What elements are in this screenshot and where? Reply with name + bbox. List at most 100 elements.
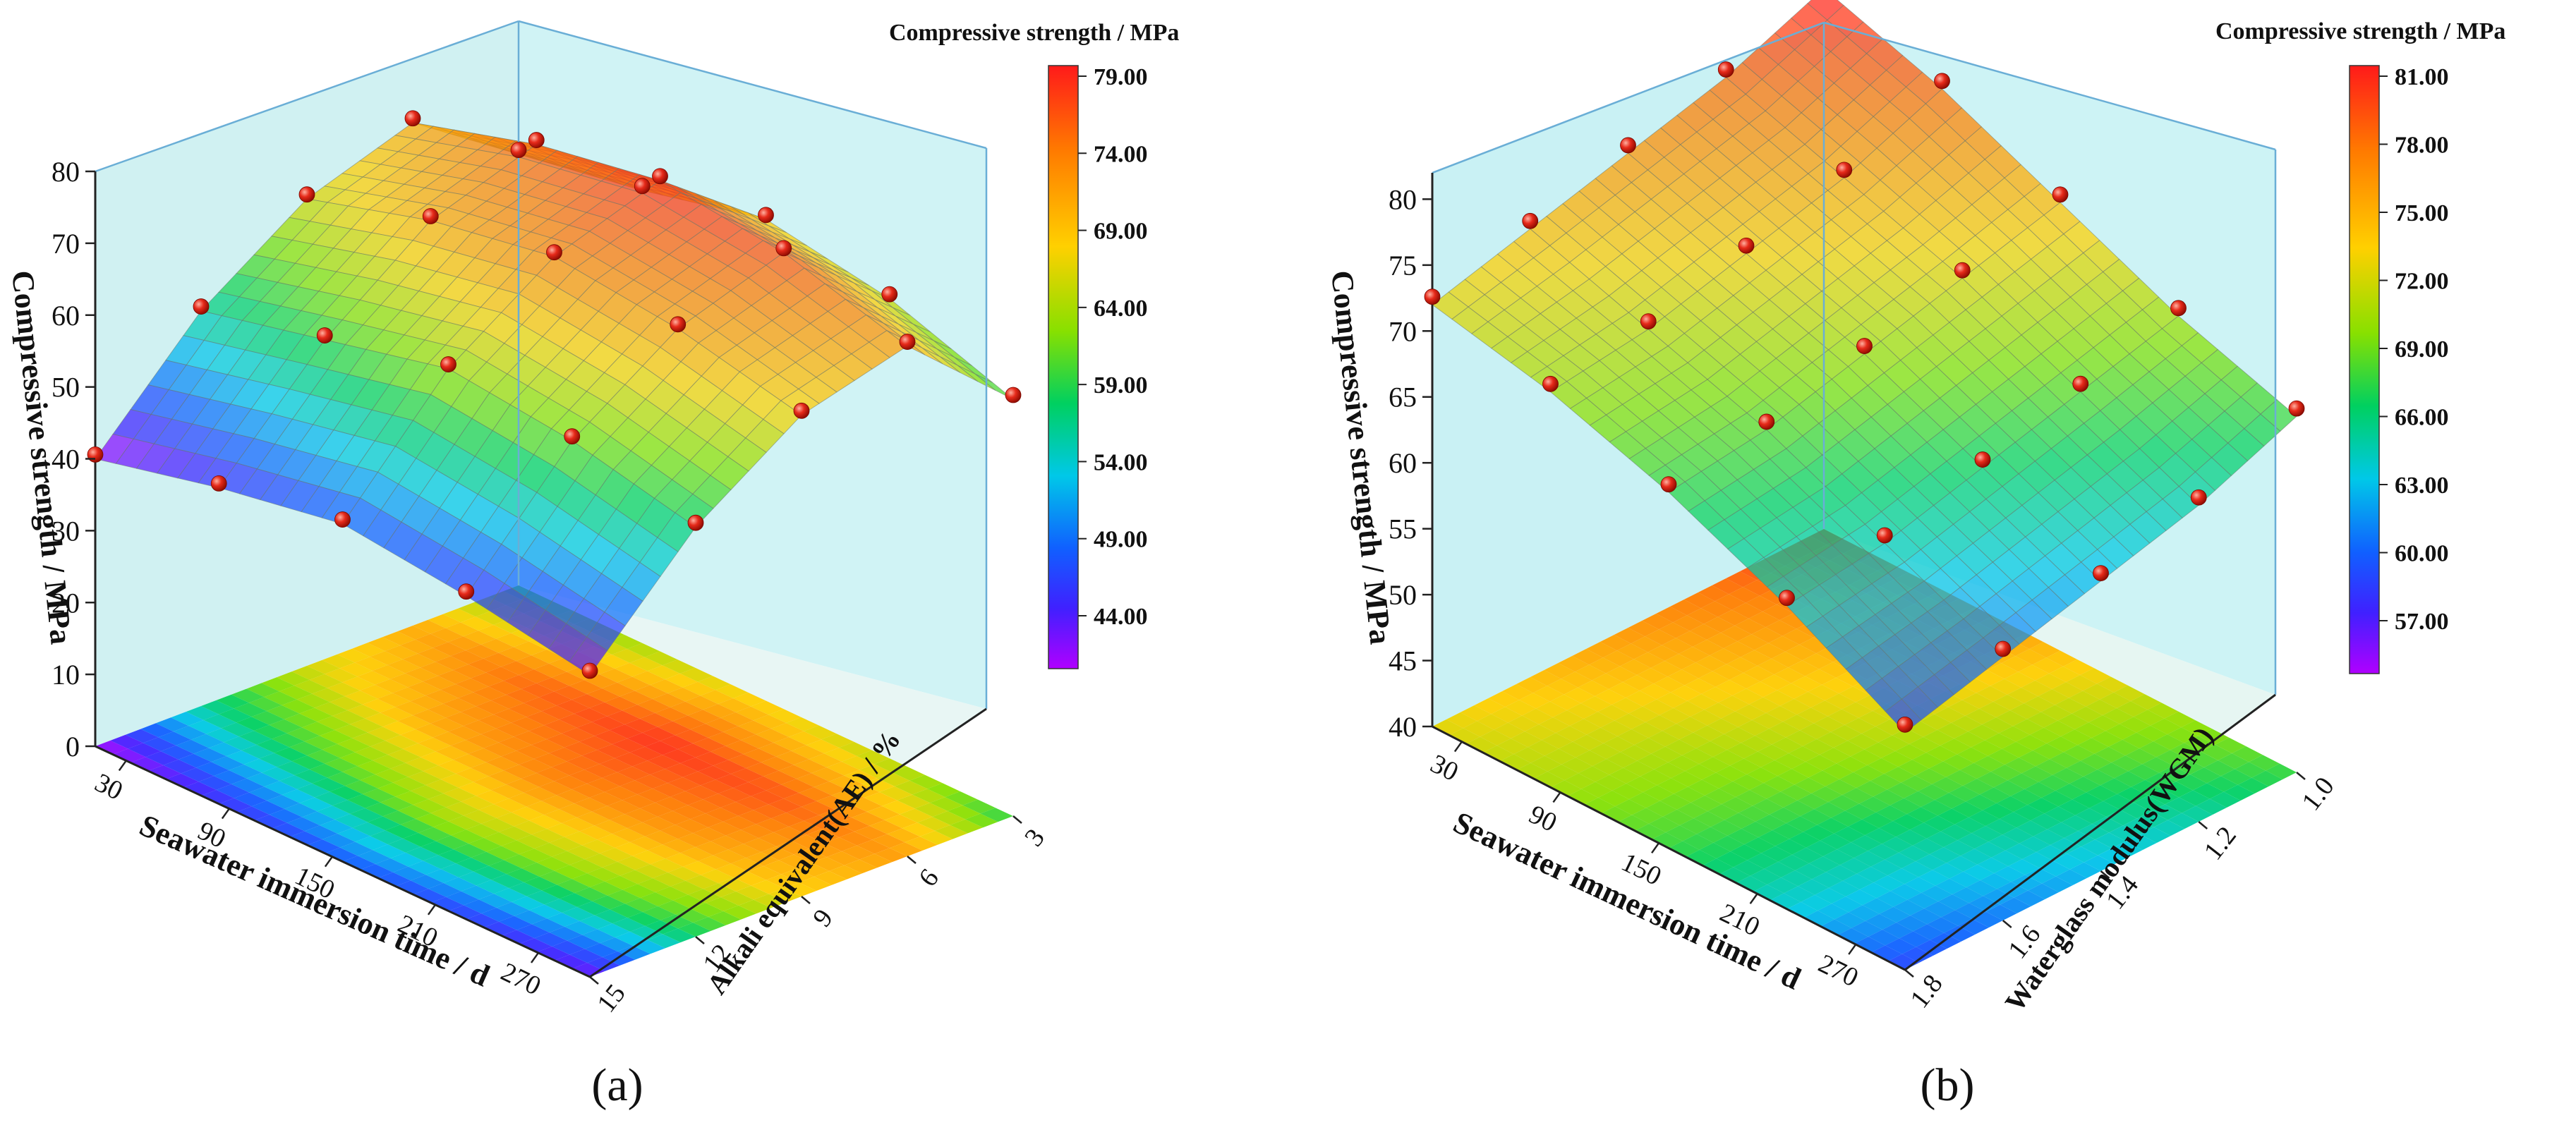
floor-contour-cell [1673,615,1704,631]
floor-contour-cell [261,677,295,692]
panel-a-data-points [87,110,1022,679]
floor-contour-cell [584,853,618,868]
floor-contour-cell [1679,732,1710,748]
floor-contour-cell [389,673,423,688]
floor-contour-cell [599,758,633,772]
floor-contour-cell [2130,694,2162,710]
floor-contour-cell [1681,662,1713,679]
floor-contour-cell [557,879,590,894]
floor-contour-cell [405,757,439,772]
floor-contour-cell [433,821,466,836]
floor-contour-cell [849,798,883,812]
floor-contour-cell [1586,642,1617,658]
floor-contour-cell [534,842,567,857]
floor-contour-cell [687,710,721,724]
floor-contour-cell [836,817,870,832]
floor-contour-cell [443,787,476,802]
floor-contour-cell [373,755,406,769]
floor-contour-cell [1669,600,1701,616]
floor-contour-cell [410,785,444,799]
floor-contour-cell [793,759,827,774]
floor-contour-cell [1808,770,1839,786]
floor-contour-cell [1784,886,1815,902]
floor-contour-cell [509,882,542,896]
floor-contour-cell [1432,719,1463,736]
floor-contour-cell [670,791,703,805]
floor-contour-cell [365,802,398,817]
floor-contour-cell [408,681,441,696]
floor-contour-cell [2010,789,2042,805]
floor-contour-cell [2139,741,2170,758]
floor-contour-cell [1842,702,1873,718]
floor-contour-cell [1550,780,1582,796]
floor-contour-cell [347,793,380,808]
z-tick-label: 30 [52,515,80,547]
floor-contour-cell [473,686,507,701]
floor-contour-cell [917,817,950,831]
floor-contour-cell [1760,760,1792,777]
floor-contour-cell [725,740,758,755]
floor-contour-cell [1698,671,1730,687]
floor-contour-cell [2237,777,2269,793]
floor-contour-cell [680,757,713,772]
floor-contour-cell [1723,641,1755,657]
floor-contour-cell [783,793,817,807]
floor-contour-cell [155,717,189,732]
floor-contour-cell [728,754,761,769]
floor-contour-cell [2092,817,2123,833]
floor-contour-cell [1665,739,1696,755]
floor-contour-cell [804,725,837,740]
floor-contour-cell [602,682,635,697]
data-point [775,240,792,257]
floor-contour-cell [587,867,620,882]
floor-contour-cell [559,713,592,728]
floor-contour-cell [1522,708,1553,724]
floor-contour-cell [360,864,393,878]
floor-contour-cell [703,704,736,718]
floor-contour-cell [776,840,809,855]
panel-b-z-axis-label: Compressive strength / MPa [1324,269,1398,646]
floor-contour-cell [430,717,464,732]
floor-contour-cell [1909,822,1941,839]
floor-contour-cell [1542,733,1573,749]
floor-contour-cell [751,700,784,715]
floor-contour-cell [1834,912,1866,928]
floor-contour-cell [2120,717,2151,733]
floor-contour-cell [1819,662,1850,678]
y-tick-label: 3 [1019,823,1051,852]
floor-contour-cell [1566,703,1598,719]
floor-contour-cell [352,822,386,837]
floor-contour-cell [1600,720,1632,736]
floor-contour-cell [110,734,143,749]
colorbar-tick-label: 78.00 [2395,133,2449,159]
floor-contour-cell [1815,887,1846,904]
floor-contour-cell [304,736,338,750]
floor-contour-cell [844,770,877,784]
floor-contour-cell [440,683,473,698]
floor-contour-cell [2159,765,2190,782]
floor-contour-cell [574,797,607,812]
floor-contour-cell [1774,667,1806,683]
floor-contour-cell [701,869,734,884]
floor-contour-cell [193,748,226,762]
floor-contour-cell [249,786,282,801]
floor-contour-cell [600,848,633,862]
floor-contour-cell [723,815,756,830]
floor-contour-cell [1710,734,1741,750]
floor-contour-cell [1795,863,1826,880]
floor-contour-cell [1906,807,1938,823]
floor-contour-cell [1881,750,1913,767]
floor-contour-cell [203,714,237,729]
floor-contour-cell [1549,694,1581,710]
floor-contour-cell [458,871,492,886]
floor-contour-cell [902,822,936,837]
floor-contour-cell [645,830,678,845]
floor-contour-cell [2193,783,2224,799]
floor-contour-cell [478,624,512,639]
floor-contour-cell [839,741,872,756]
floor-contour-cell [935,825,968,839]
floor-contour-cell [1731,602,1763,619]
floor-contour-cell [1802,653,1834,669]
floor-contour-cell [824,837,857,851]
floor-contour-cell [1726,657,1758,673]
